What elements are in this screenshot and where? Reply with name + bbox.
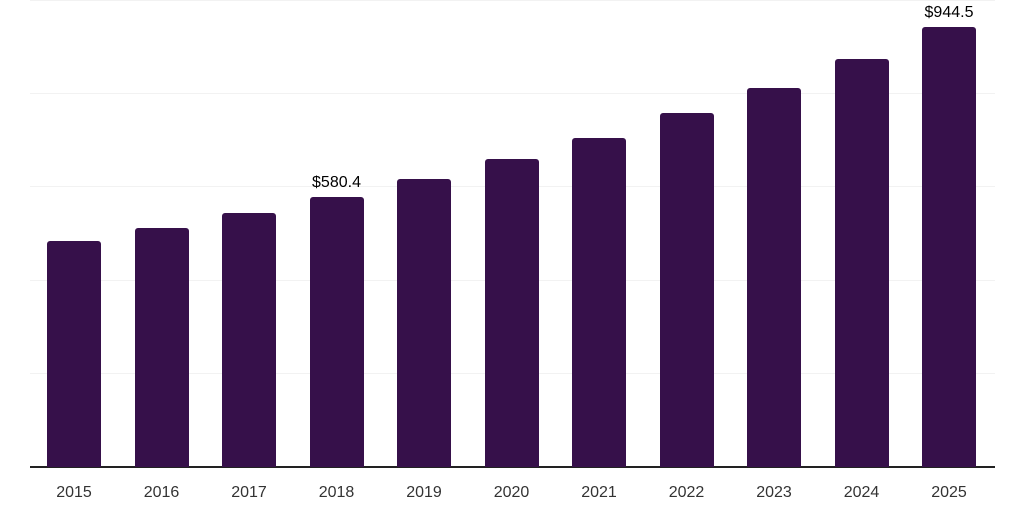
bar-2023: [747, 87, 801, 467]
x-tick-label-2017: 2017: [231, 484, 267, 501]
data-label-2025: $944.5: [924, 3, 974, 21]
x-tick-label-2021: 2021: [581, 484, 617, 501]
bar-2019: [397, 179, 451, 467]
x-tick-label-2025: 2025: [931, 484, 967, 501]
bar-2021: [572, 137, 626, 467]
gridline-1000: [30, 0, 995, 1]
bar-2018: [309, 196, 364, 467]
data-label-2018: $580.4: [312, 173, 361, 191]
x-tick-label-2022: 2022: [668, 484, 705, 501]
bar-2024: [834, 59, 889, 467]
bar-2022: [659, 113, 714, 467]
x-tick-label-2019: 2019: [406, 484, 442, 501]
gridline-800: [30, 93, 995, 95]
bar-2015: [47, 240, 101, 467]
x-tick-label-2023: 2023: [756, 484, 792, 501]
x-tick-label-2015: 2015: [56, 484, 92, 501]
x-tick-label-2024: 2024: [843, 484, 880, 501]
x-axis-line: [30, 466, 995, 468]
x-tick-label-2016: 2016: [143, 484, 180, 501]
bar-2020: [484, 158, 539, 467]
x-tick-label-2020: 2020: [493, 484, 530, 501]
bar-2025: [922, 26, 976, 467]
bar-2016: [134, 227, 189, 467]
plot-area: 2015 2016 2017 2018 $580.4 2019 2020 2021 2022 20…: [30, 0, 995, 501]
x-tick-label-2018: 2018: [318, 484, 355, 501]
bar-2017: [222, 213, 276, 467]
